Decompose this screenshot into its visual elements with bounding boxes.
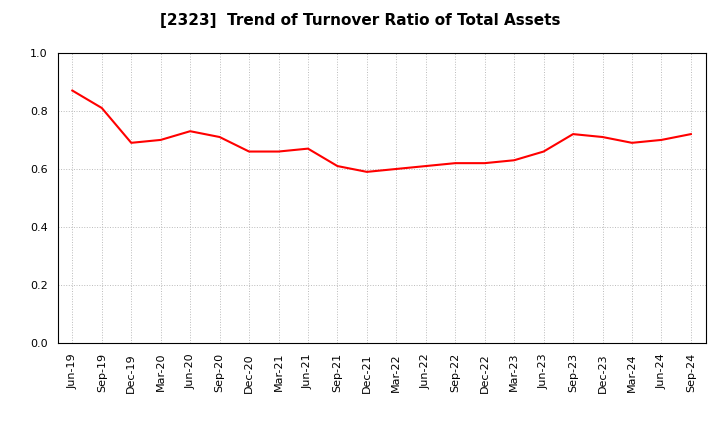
- Text: [2323]  Trend of Turnover Ratio of Total Assets: [2323] Trend of Turnover Ratio of Total …: [160, 13, 560, 28]
